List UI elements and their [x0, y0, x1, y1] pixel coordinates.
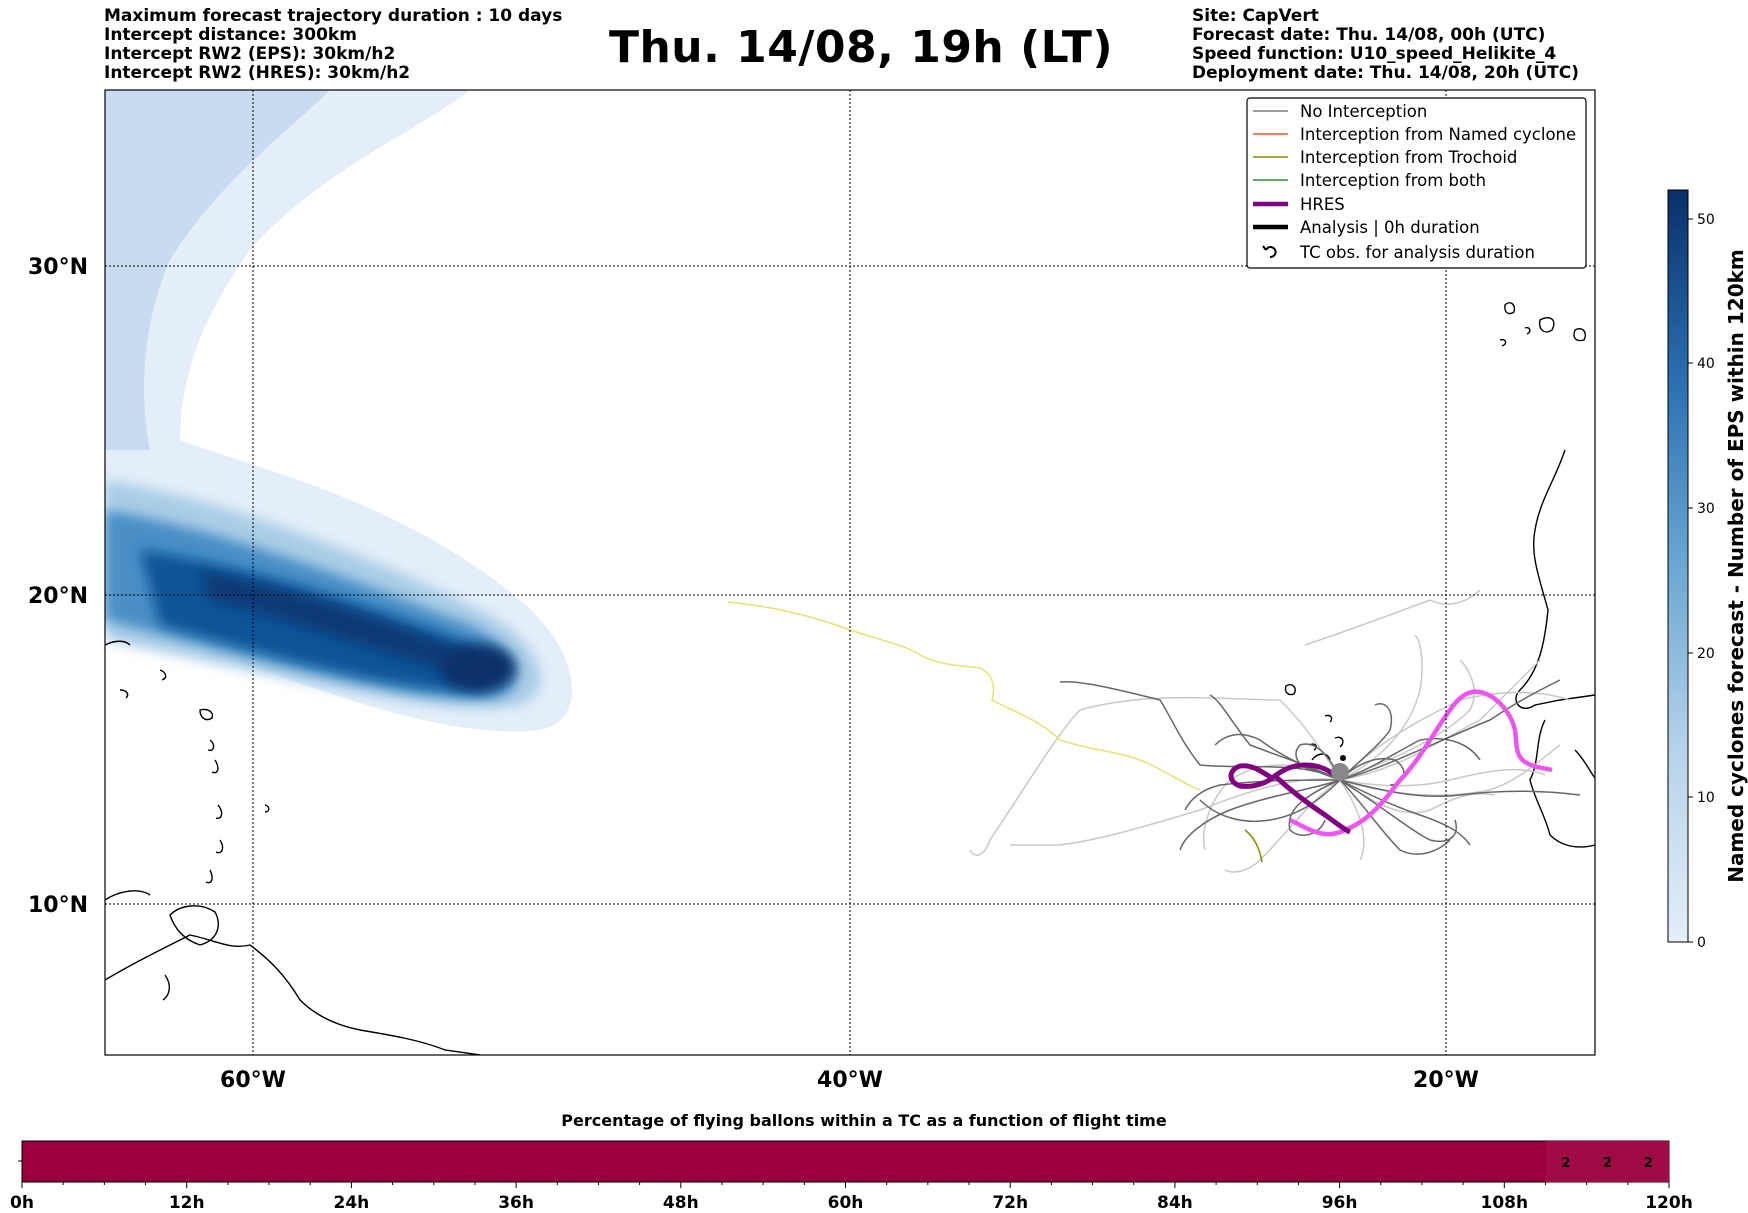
flight-bar-tick-labels: 0h 12h 24h 36h 48h 60h 72h 84h 96h 108h 120h: [10, 1193, 1693, 1213]
legend-label: Interception from Trochoid: [1300, 148, 1517, 167]
flight-bar-tick-label: 12h: [169, 1193, 205, 1213]
flight-bar-tick-label: 36h: [498, 1193, 534, 1213]
legend-label: Interception from Named cyclone: [1300, 125, 1576, 144]
header-left-line: Intercept distance: 300km: [104, 25, 357, 45]
flight-bar-tick-label: 120h: [1645, 1193, 1693, 1213]
flight-bar-fill: [21, 1140, 1670, 1183]
colorbar: 0 10 20 30 40 50 Named cyclones forecast…: [1667, 189, 1748, 951]
lat-label: 20°N: [28, 584, 88, 609]
legend-label: TC obs. for analysis duration: [1299, 243, 1535, 262]
header-left-line: Maximum forecast trajectory duration : 1…: [104, 6, 563, 26]
cyclone-icon: [1262, 245, 1277, 258]
flight-bar-tick-label: 96h: [1322, 1193, 1358, 1213]
header-left-line: Intercept RW2 (HRES): 30km/h2: [104, 63, 411, 83]
lat-label: 10°N: [28, 893, 88, 918]
colorbar-ticks: [1688, 218, 1693, 943]
header-left-line: Intercept RW2 (EPS): 30km/h2: [104, 44, 396, 64]
hres-track: [1228, 762, 1352, 835]
analysis-point: [1340, 755, 1346, 761]
legend-label: HRES: [1300, 195, 1345, 214]
deployment-site-marker: [1331, 763, 1349, 781]
flight-bar-cell-value: 2: [1603, 1156, 1612, 1171]
colorbar-tick-label: 30: [1697, 501, 1715, 517]
map-area: [105, 90, 1595, 1055]
header-right: Site: CapVert Forecast date: Thu. 14/08,…: [1192, 7, 1579, 83]
lon-label: 20°W: [1413, 1068, 1479, 1093]
flight-bar-tick-label: 0h: [10, 1193, 34, 1213]
trochoid-track: [727, 601, 1201, 791]
flight-bar-tick-label: 108h: [1481, 1193, 1529, 1213]
map-frame: [104, 89, 1596, 1056]
flight-bar-tick-label: 48h: [663, 1193, 699, 1213]
colorbar-scale: [1667, 189, 1689, 943]
lat-label: 30°N: [28, 255, 88, 280]
header-right-line: Deployment date: Thu. 14/08, 20h (UTC): [1192, 63, 1579, 83]
page-title-text: Thu. 14/08, 19h (LT): [608, 22, 1114, 73]
colorbar-tick-label: 0: [1697, 935, 1706, 951]
flight-bar-cell-values: 2 2 2: [1562, 1156, 1653, 1171]
flight-bar-tick-label: 84h: [1157, 1193, 1193, 1213]
legend-label: Analysis | 0h duration: [1300, 218, 1480, 237]
map-legend: No Interception Interception from Named …: [1246, 97, 1587, 269]
colorbar-label: Named cyclones forecast - Number of EPS …: [1724, 249, 1748, 883]
colorbar-tick-label: 10: [1697, 790, 1715, 806]
flight-time-bar: Percentage of flying ballons within a TC…: [10, 1111, 1693, 1213]
flight-bar-cell-value: 2: [1562, 1156, 1571, 1171]
legend-label: No Interception: [1300, 102, 1427, 121]
flight-bar-highlight: [1546, 1141, 1669, 1182]
page-title: Thu. 14/08, 19h (LT): [0, 22, 1748, 73]
coastlines: [105, 302, 1595, 1055]
header-left: Maximum forecast trajectory duration : 1…: [104, 7, 562, 83]
header-right-line: Site: CapVert: [1192, 6, 1319, 26]
colorbar-tick-label: 20: [1697, 646, 1715, 662]
header-right-line: Speed function: U10_speed_Helikite_4: [1192, 44, 1557, 64]
trochoid-interception-track: [1244, 829, 1263, 863]
colorbar-tick-label: 40: [1697, 356, 1715, 372]
lon-label: 40°W: [817, 1068, 883, 1093]
colorbar-tick-label: 50: [1697, 212, 1715, 228]
flight-bar-tick-label: 24h: [334, 1193, 370, 1213]
flight-bar-ticks: [21, 1182, 1670, 1188]
lon-label: 60°W: [220, 1068, 286, 1093]
flight-bar-tick-label: 60h: [828, 1193, 864, 1213]
flight-bar-tick-label: 72h: [992, 1193, 1028, 1213]
hres-track-later: [1288, 689, 1553, 837]
flight-bar-title: Percentage of flying ballons within a TC…: [561, 1111, 1167, 1130]
eps-tracks-no-interception: [1059, 679, 1581, 855]
legend-label: Interception from both: [1300, 171, 1486, 190]
header-right-line: Forecast date: Thu. 14/08, 00h (UTC): [1192, 25, 1546, 45]
eps-tracks-light: [969, 589, 1571, 873]
flight-bar-cell-value: 2: [1644, 1156, 1653, 1171]
cyclone-density-field: [105, 90, 573, 732]
legend-box: [1246, 97, 1587, 269]
